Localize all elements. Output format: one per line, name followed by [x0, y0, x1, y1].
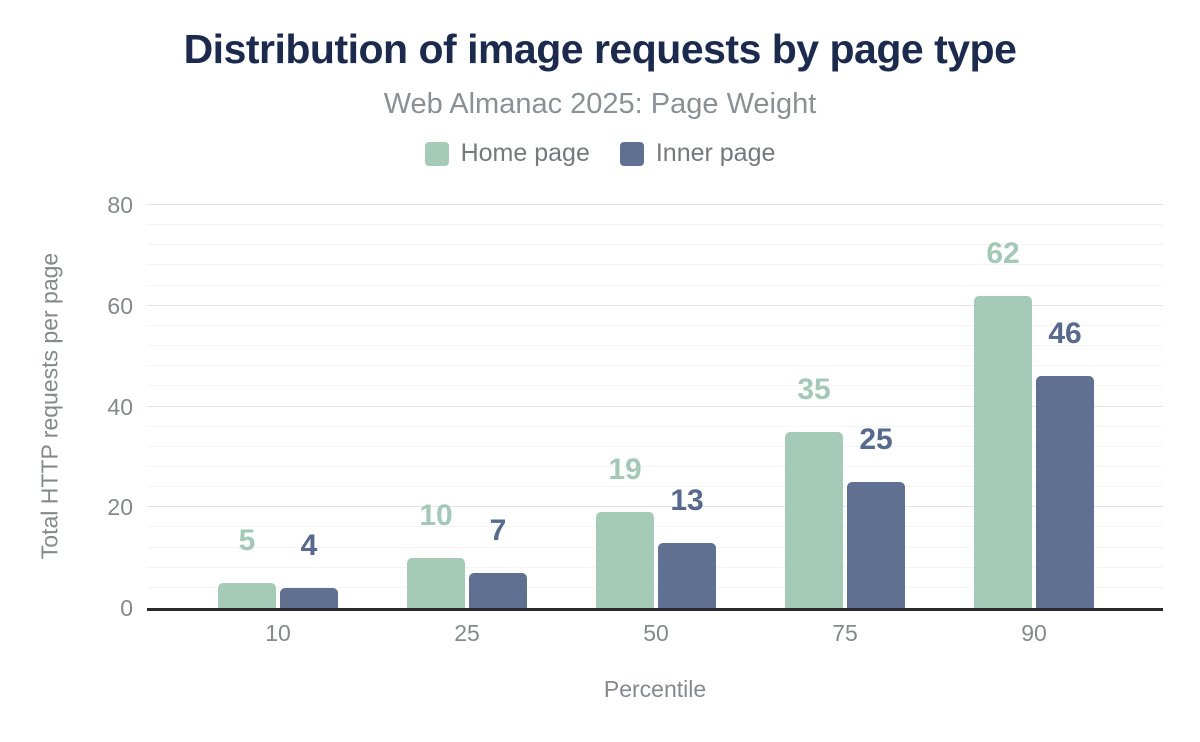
x-tick-label: 50 [643, 620, 669, 646]
x-tick-label: 75 [832, 620, 858, 646]
legend-label: Inner page [655, 139, 776, 167]
legend-swatch-icon [619, 141, 644, 166]
bar[interactable] [218, 582, 276, 608]
bar[interactable] [847, 482, 905, 608]
minor-gridline [147, 264, 1163, 266]
minor-gridline [147, 445, 1163, 447]
x-tick-label: 90 [1021, 620, 1047, 646]
legend-label: Home page [460, 139, 590, 167]
bar-value-label: 35 [797, 372, 831, 406]
bar[interactable] [407, 557, 465, 608]
y-axis-title: Total HTTP requests per page [36, 252, 63, 560]
minor-gridline [147, 465, 1163, 467]
bar-value-label: 13 [670, 483, 704, 517]
minor-gridline [147, 486, 1163, 488]
x-axis-line [147, 608, 1163, 611]
x-axis-title: Percentile [603, 676, 707, 702]
minor-gridline [147, 546, 1163, 548]
bar-value-label: 62 [986, 236, 1020, 270]
minor-gridline [147, 284, 1163, 286]
x-tick-label: 25 [454, 620, 480, 646]
bar-value-label: 46 [1048, 317, 1082, 351]
major-gridline [147, 204, 1163, 205]
bar[interactable] [658, 542, 716, 608]
bar[interactable] [1036, 376, 1094, 608]
bar[interactable] [280, 587, 338, 608]
bar-value-label: 7 [489, 513, 507, 547]
bar[interactable] [596, 512, 654, 608]
minor-gridline [147, 586, 1163, 588]
major-gridline [147, 304, 1163, 306]
y-tick-label: 40 [107, 393, 133, 420]
bar[interactable] [469, 572, 527, 608]
minor-gridline [147, 244, 1163, 246]
bar-value-label: 4 [300, 528, 318, 562]
bar-value-label: 25 [859, 423, 893, 457]
legend-item[interactable]: Home page [424, 139, 590, 168]
y-tick-label: 60 [107, 292, 133, 319]
y-tick-label: 20 [107, 494, 133, 521]
x-tick-label: 10 [265, 620, 291, 646]
bar-value-label: 19 [608, 453, 642, 487]
major-gridline [147, 506, 1163, 508]
minor-gridline [147, 224, 1163, 226]
minor-gridline [147, 526, 1163, 528]
legend-item[interactable]: Inner page [619, 139, 776, 168]
minor-gridline [147, 385, 1163, 387]
minor-gridline [147, 425, 1163, 427]
y-tick-label: 80 [107, 192, 133, 218]
minor-gridline [147, 566, 1163, 568]
chart-subtitle: Web Almanac 2025: Page Weight [383, 88, 817, 120]
bar[interactable] [785, 431, 843, 608]
legend-swatch-icon [424, 141, 449, 166]
minor-gridline [147, 324, 1163, 326]
plot-area: 0 20 40 60 80 5 4 10 10 7 25 19 13 50 35 25 75 62 46 90 [107, 192, 1163, 646]
chart-title: Distribution of image requests by page t… [183, 26, 1017, 72]
bar-value-label: 5 [238, 523, 256, 557]
minor-gridline [147, 365, 1163, 367]
legend: Home page Inner page [0, 139, 1200, 168]
minor-gridline [147, 345, 1163, 347]
major-gridline [147, 405, 1163, 407]
y-tick-label: 0 [120, 595, 133, 621]
bar-value-label: 10 [419, 498, 453, 532]
bar[interactable] [974, 295, 1032, 608]
